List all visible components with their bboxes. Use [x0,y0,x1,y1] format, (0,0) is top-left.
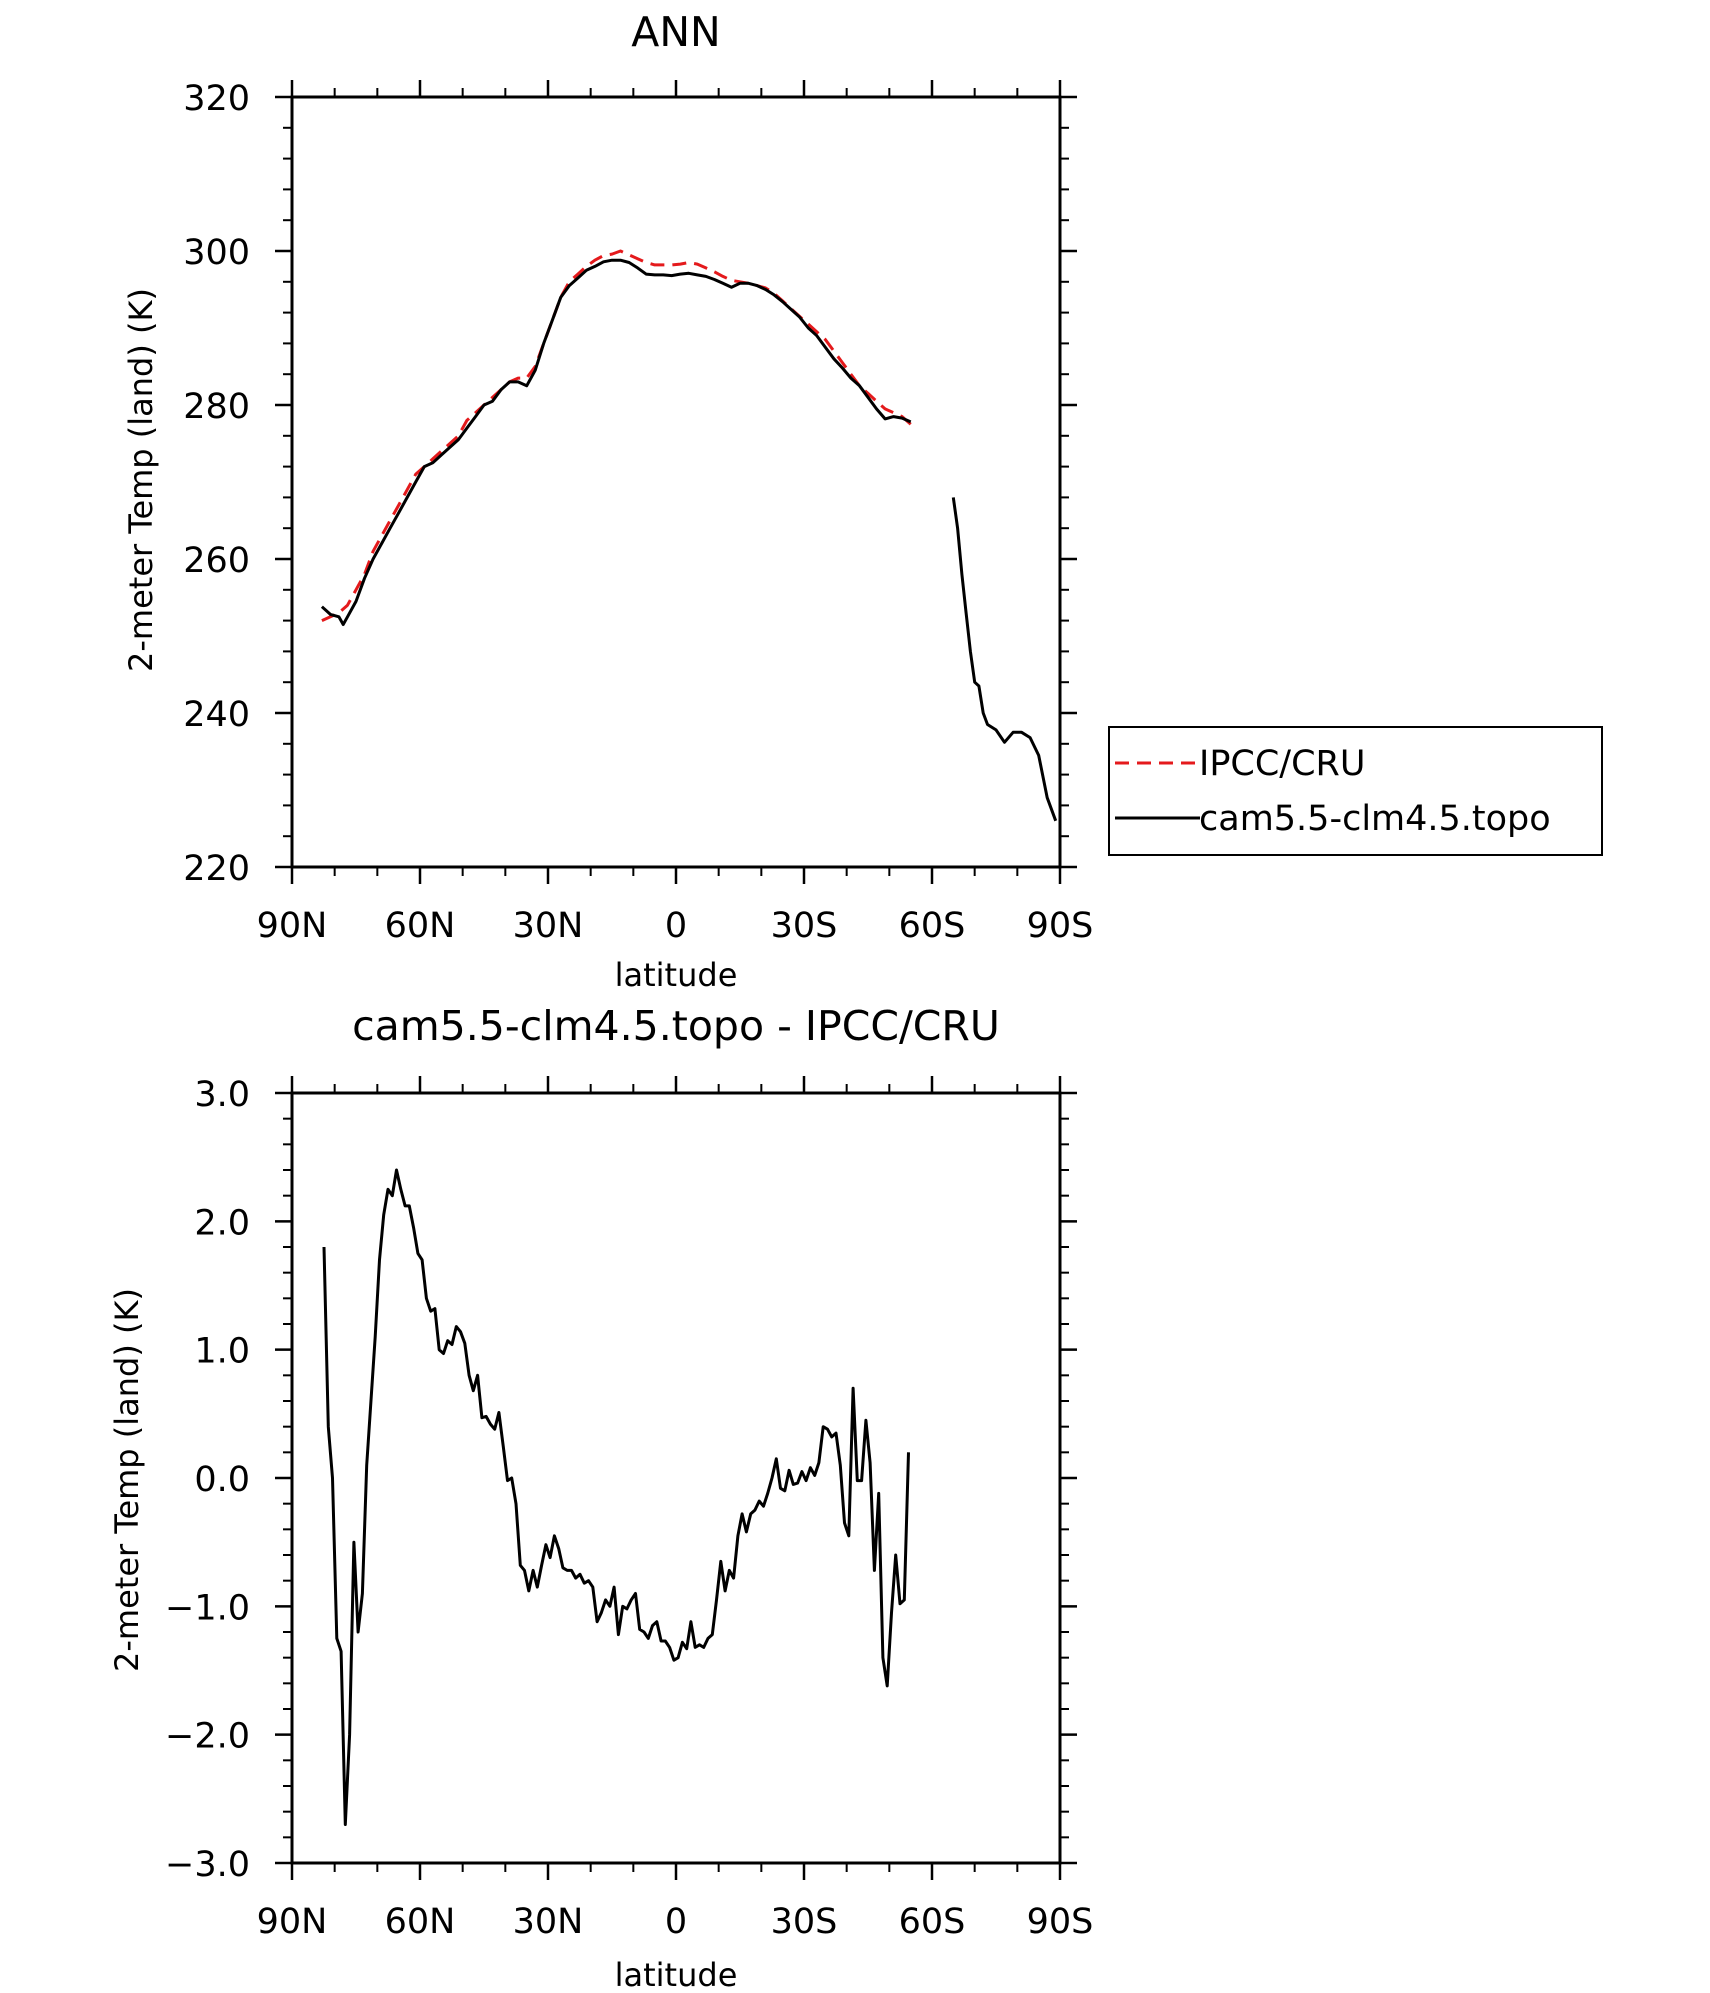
series-line-ipcc-cru-0 [321,249,912,622]
series-line-cam5-5-clm4-5-topo-1 [951,497,1058,822]
panel-difference: cam5.5-clm4.5.topo - IPCC/CRU latitude 2… [108,1002,1093,1993]
y-tick-label: 320 [183,79,250,119]
bottom-chart-plot-frame [290,1091,1062,1865]
y-tick-label: 0.0 [194,1460,250,1500]
y-tick-label: 240 [183,695,250,735]
x-tick-label: 30N [513,1902,584,1942]
x-tick-label: 60S [899,1902,966,1942]
y-tick-label: 2.0 [194,1203,250,1243]
series-line-difference-0 [322,1168,910,1826]
y-tick-label: 260 [183,541,250,581]
panel-annual-temperature: ANN latitude 2-meter Temp (land) (K) 90N… [122,8,1093,994]
top-chart-plot-frame [290,95,1062,869]
series-line-cam5-5-clm4-5-topo-0 [320,258,912,626]
bottom-chart-x-axis-label: latitude [615,1956,738,1993]
y-tick-label: −1.0 [165,1588,250,1628]
x-tick-label: 60S [899,906,966,946]
bottom-chart-y-axis-label: 2-meter Temp (land) (K) [108,1288,146,1672]
y-tick-label: −2.0 [165,1717,250,1757]
legend: IPCC/CRU cam5.5-clm4.5.topo [1108,726,1603,856]
top-chart-y-axis-label: 2-meter Temp (land) (K) [122,288,160,672]
x-tick-label: 90N [257,1902,328,1942]
y-tick-label: 300 [183,233,250,273]
y-tick-label: 220 [183,849,250,889]
x-tick-label: 0 [665,1902,687,1942]
x-tick-label: 90N [257,906,328,946]
x-tick-label: 30N [513,906,584,946]
top-chart-x-axis-label: latitude [615,956,738,994]
y-tick-label: 1.0 [194,1332,250,1372]
y-tick-label: 3.0 [194,1075,250,1115]
y-tick-label: −3.0 [165,1845,250,1885]
y-tick-label: 280 [183,387,250,427]
x-tick-label: 60N [385,906,456,946]
legend-label-cam-clm: cam5.5-clm4.5.topo [1199,799,1551,839]
bottom-chart-title: cam5.5-clm4.5.topo - IPCC/CRU [352,1002,1000,1050]
x-tick-label: 30S [771,906,838,946]
legend-label-ipcc-cru: IPCC/CRU [1199,744,1365,784]
x-tick-label: 90S [1027,1902,1094,1942]
legend-box [1108,726,1603,856]
x-tick-label: 30S [771,1902,838,1942]
x-tick-label: 0 [665,906,687,946]
x-tick-label: 60N [385,1902,456,1942]
x-tick-label: 90S [1027,906,1094,946]
top-chart-title: ANN [631,8,720,56]
